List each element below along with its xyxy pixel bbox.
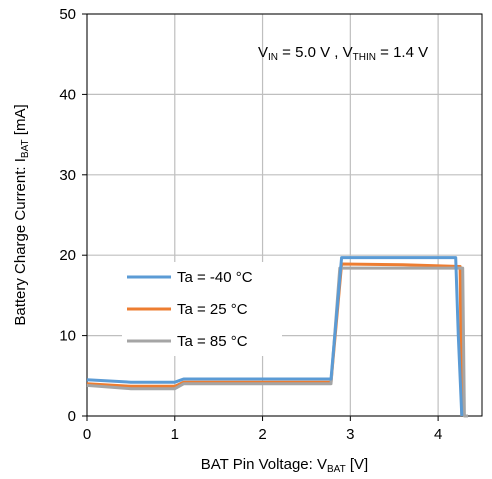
y-tick-label: 30 [59,167,76,184]
x-tick-label: 0 [83,426,91,443]
legend-label-0: Ta = -40 °C [177,269,253,286]
y-tick-label: 20 [59,247,76,264]
series-line-2 [86,266,468,418]
x-axis-label-sub: BAT [327,464,346,475]
x-tick-label: 1 [171,426,179,443]
x-tick-labels: 0 1 2 3 4 [83,426,442,443]
y-tick-label: 10 [59,328,76,345]
y-axis-label-tail: [mA] [12,104,29,139]
x-tick-label: 2 [258,426,266,443]
legend: Ta = -40 °C Ta = 25 °C Ta = 85 °C [127,269,253,350]
y-tick-label: 50 [59,6,76,23]
series-lines [86,256,468,418]
y-axis-label-sub: BAT [20,139,31,158]
y-tick-labels: 0 10 20 30 40 50 [59,6,76,425]
x-axis-label: BAT Pin Voltage: VBAT [V] [201,456,368,475]
plot-frame [86,13,483,417]
y-axis-label-main: Battery Charge Current: I [12,158,29,326]
legend-label-2: Ta = 85 °C [177,333,248,350]
annotation-part-2: = 5.0 V , V [278,44,353,61]
x-tick-label: 3 [346,426,354,443]
series-line-0 [86,256,464,417]
annotation-part-0: V [258,44,268,61]
grid [82,13,482,421]
x-axis-label-main: BAT Pin Voltage: V [201,456,327,473]
condition-annotation: VIN = 5.0 V , VTHIN = 1.4 V [258,44,428,63]
x-tick-label: 4 [434,426,442,443]
annotation-part-1: IN [268,52,278,63]
y-axis-label: Battery Charge Current: IBAT [mA] [12,104,31,325]
x-axis-label-tail: [V] [346,456,369,473]
legend-label-1: Ta = 25 °C [177,301,248,318]
y-tick-label: 0 [68,408,76,425]
annotation-part-4: = 1.4 V [376,44,428,61]
y-tick-label: 40 [59,86,76,103]
annotation-part-3: THIN [353,52,376,63]
